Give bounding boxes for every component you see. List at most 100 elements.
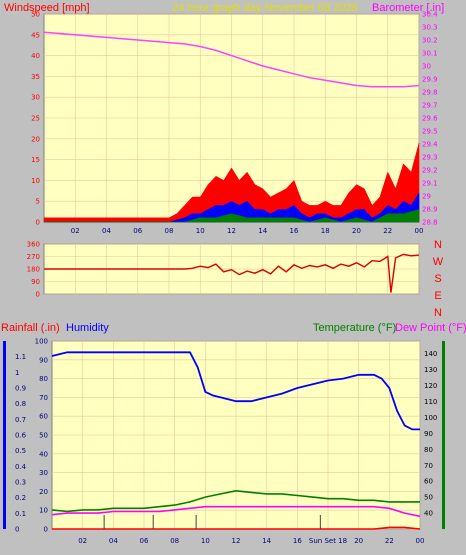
- wind-low-area: [44, 209, 420, 223]
- wind-tick-label: 50: [31, 11, 40, 19]
- x-tick-label: Sun Set 18: [309, 537, 347, 545]
- x-tick-label: 22: [385, 537, 394, 545]
- baro-tick-label: 30.3: [422, 24, 438, 32]
- temp-axis-bar: [442, 341, 445, 529]
- x-tick-label: 00: [416, 537, 425, 545]
- compass-letter: N: [434, 307, 442, 319]
- rain-tick-label: 1: [15, 369, 19, 377]
- wind-tick-label: 15: [31, 156, 40, 164]
- x-tick-label: 16: [290, 227, 299, 235]
- x-tick-label: 20: [354, 537, 363, 545]
- wind-tick-label: 45: [31, 31, 40, 39]
- x-tick-label: 14: [258, 227, 267, 235]
- temp-tick-label: 100: [424, 414, 437, 422]
- baro-tick-label: 29.9: [422, 76, 438, 84]
- humidity-tick-label: 40: [39, 450, 48, 458]
- direction-series: [44, 253, 420, 293]
- humidity-tick-label: 20: [39, 488, 48, 496]
- x-tick-label: 12: [227, 227, 236, 235]
- wind-tick-label: 40: [31, 52, 40, 60]
- temp-tick-label: 80: [424, 446, 433, 454]
- humidity-line: [51, 351, 420, 431]
- rain-tick-label: 1.1: [15, 353, 26, 361]
- barometer-line: [43, 31, 420, 88]
- baro-tick-label: 29: [422, 193, 431, 201]
- baro-tick-label: 28.9: [422, 206, 438, 214]
- rain-tick-label: 0.7: [15, 416, 26, 424]
- rain-tick-label: 0.6: [15, 432, 27, 440]
- temp-tick-label: 130: [424, 366, 437, 374]
- baro-tick-label: 29.7: [422, 102, 438, 110]
- temp-tick-label: 140: [424, 350, 437, 358]
- temp-axes: 0 0.1 0.2 0.3 0.4 0.5 0.6 0.7 0.8 0.9 1 1.1 0 10 20 30 4…: [3, 338, 445, 545]
- x-tick-label: 02: [71, 227, 80, 235]
- wind-axes: 0 5 10 15 20 25 30 35 40 45 50 28.8 28.9 29 29.1 29.2 29…: [31, 11, 438, 236]
- x-tick-label: 00: [415, 227, 424, 235]
- x-tick-label: 14: [262, 537, 271, 545]
- humidity-tick-label: 60: [39, 413, 48, 421]
- wind-tick-label: 0: [36, 219, 40, 227]
- baro-tick-label: 30.4: [422, 11, 438, 19]
- x-tick-label: 10: [201, 537, 210, 545]
- temp-tick-label: 60: [424, 478, 433, 486]
- direction-tick-label: 180: [27, 266, 40, 274]
- rainfall-label: Rainfall (.in): [1, 322, 60, 334]
- wind-tick-label: 30: [31, 94, 40, 102]
- temp-tick-label: 40: [424, 510, 433, 518]
- rain-tick-label: 0.8: [15, 400, 26, 408]
- temperature-line: [51, 489, 420, 513]
- temp-tick-label: 50: [424, 494, 433, 502]
- dewpoint-label: Dew Point (°F): [395, 322, 466, 334]
- rain-tick-label: 0.1: [15, 510, 26, 518]
- wind-tick-label: 35: [31, 73, 40, 81]
- direction-tick-label: 360: [27, 241, 40, 249]
- wind-tick-label: 5: [36, 198, 40, 206]
- rain-axis-bar: [3, 341, 6, 529]
- baro-tick-label: 29.4: [422, 141, 438, 149]
- temp-tick-label: 70: [424, 462, 433, 470]
- x-tick-label: 12: [232, 537, 241, 545]
- graph-title: 24 hour graph day November 03 2025: [172, 2, 358, 14]
- temperature-label: Temperature (°F): [313, 322, 396, 334]
- x-tick-label: 06: [140, 537, 149, 545]
- compass-letter: W: [433, 256, 444, 268]
- humidity-tick-label: 10: [39, 507, 48, 515]
- wind-tick-label: 25: [31, 115, 40, 123]
- humidity-tick-label: 70: [39, 394, 48, 402]
- rain-tick-label: 0.5: [15, 447, 26, 455]
- rain-tick-label: 0: [15, 526, 19, 534]
- temp-tick-label: 110: [424, 398, 437, 406]
- rain-tick-label: 0.4: [15, 463, 27, 471]
- humidity-tick-label: 90: [39, 356, 48, 364]
- wind-series: [43, 31, 420, 223]
- direction-line: [44, 253, 420, 293]
- dewpoint-line: [51, 505, 421, 518]
- rain-tick-label: 0.9: [15, 385, 26, 393]
- baro-tick-label: 29.5: [422, 128, 438, 136]
- baro-tick-label: 29.8: [422, 89, 438, 97]
- x-tick-label: 06: [133, 227, 142, 235]
- baro-tick-label: 29.6: [422, 115, 438, 123]
- compass-letter: E: [434, 290, 441, 302]
- x-tick-label: 10: [196, 227, 205, 235]
- wind-tick-label: 10: [31, 177, 40, 185]
- compass-letter: N: [434, 239, 442, 251]
- baro-tick-label: 30: [422, 63, 431, 71]
- baro-tick-label: 30.2: [422, 37, 438, 45]
- x-tick-label: 08: [170, 537, 179, 545]
- humidity-tick-label: 80: [39, 375, 48, 383]
- humidity-tick-label: 50: [39, 432, 48, 440]
- humidity-label: Humidity: [66, 322, 109, 334]
- x-tick-label: 16: [293, 537, 302, 545]
- rain-tick-label: 0.3: [15, 479, 26, 487]
- barometer-label: Barometer [.in]: [372, 2, 444, 14]
- rain-tick-label: 0.2: [15, 494, 26, 502]
- x-tick-label: 08: [165, 227, 174, 235]
- temp-tick-label: 120: [424, 382, 437, 390]
- direction-tick-label: 270: [27, 253, 40, 261]
- x-tick-label: 20: [352, 227, 361, 235]
- x-tick-label: 04: [109, 537, 118, 545]
- x-tick-label: 22: [383, 227, 392, 235]
- x-tick-label: 02: [78, 537, 87, 545]
- x-tick-label: 18: [321, 227, 330, 235]
